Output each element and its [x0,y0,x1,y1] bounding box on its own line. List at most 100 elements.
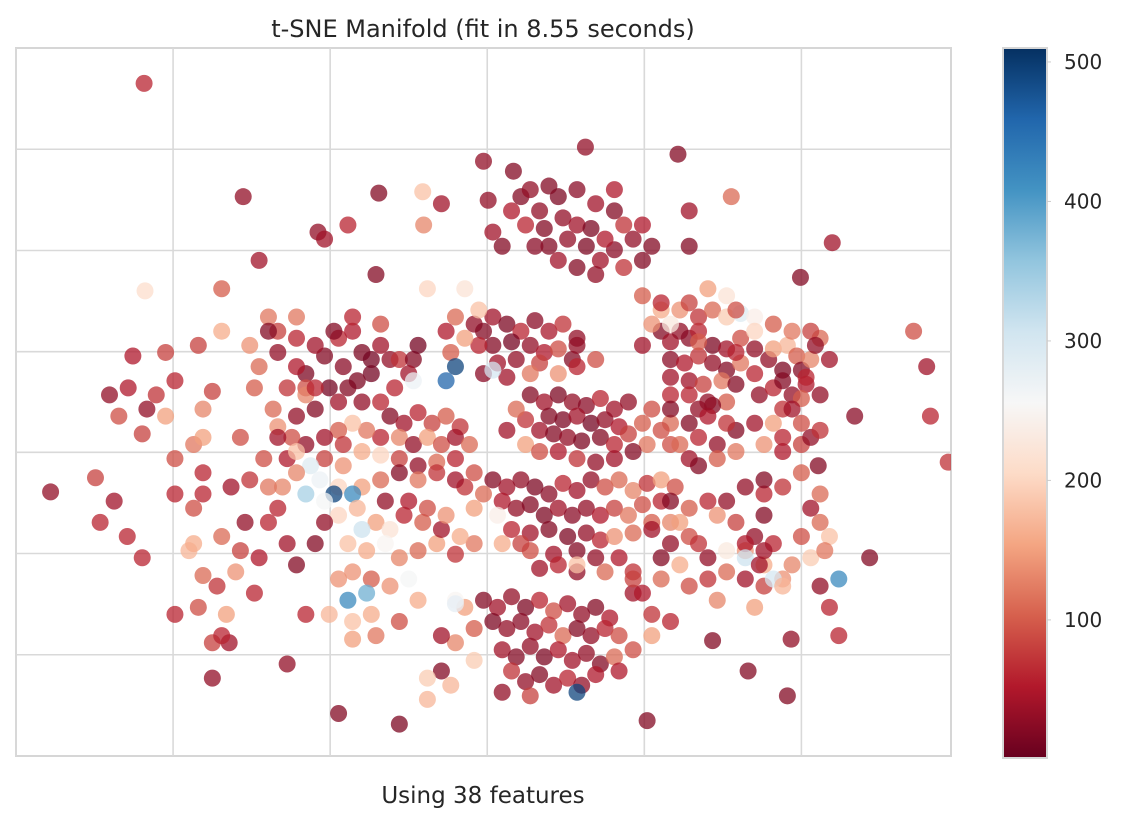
scatter-point [372,471,390,489]
scatter-point [381,520,399,538]
scatter-point [517,216,535,234]
scatter-point [521,496,539,514]
scatter-point [811,386,829,404]
scatter-point [372,428,390,446]
scatter-point [750,556,768,574]
scatter-point [680,414,698,432]
scatter-point [432,627,450,645]
scatter-point [596,230,614,248]
scatter-point [820,528,838,546]
scatter-point [568,336,586,354]
scatter-point [320,605,338,623]
scatter-point [554,411,572,429]
scatter-point [185,535,203,553]
scatter-point [390,715,408,733]
scatter-point [353,520,371,538]
scatter-point [699,407,717,425]
scatter-point [330,393,348,411]
scatter-point [690,428,708,446]
scatter-point [432,195,450,213]
scatter-point [259,322,277,340]
scatter-point [774,577,792,595]
scatter-point [680,386,698,404]
colorbar-ticks: 100 200 300 400 500 [1047,50,1102,632]
scatter-point [568,407,586,425]
scatter-point [535,648,553,666]
scatter-point [704,336,722,354]
scatter-point [504,162,522,180]
scatter-point [470,336,488,354]
scatter-point [526,623,544,641]
colorbar-tick-label: 200 [1064,468,1102,492]
scatter-point [540,177,558,195]
scatter-point [245,379,263,397]
scatter-point [531,421,549,439]
scatter-point [671,556,689,574]
scatter-point [643,605,661,623]
scatter-point [680,499,698,517]
scatter-point [418,669,436,687]
scatter-point [101,386,118,404]
scatter-point [386,379,404,397]
scatter-point [596,411,614,429]
scatter-point [690,457,708,475]
scatter-point [231,428,249,446]
scatter-point [764,340,782,358]
scatter-point [414,183,432,201]
scatter-point [330,421,348,439]
colorbar-tick-label: 100 [1064,608,1102,632]
scatter-point [194,485,212,503]
scatter-point [591,531,609,549]
scatter-point [278,379,296,397]
scatter-point [475,152,492,170]
scatter-point [446,358,464,376]
scatter-point [802,549,820,567]
scatter-point [498,368,516,386]
scatter-point [802,322,820,340]
scatter-point [316,428,334,446]
scatter-point [633,496,651,514]
scatter-point [372,336,390,354]
scatter-point [185,499,203,517]
colorbar-tick-label: 500 [1064,50,1102,74]
scatter-point [484,612,502,630]
scatter-point [288,556,305,574]
scatter-point [166,372,184,390]
scatter-point [699,393,717,411]
scatter-point [736,549,754,567]
scatter-point [643,627,661,645]
scatter-point [652,294,670,312]
scatter-point [718,542,736,560]
scatter-point [390,351,408,369]
scatter-point [283,428,301,446]
scatter-point [344,485,362,503]
scatter-point [939,453,951,471]
scatter-point [241,336,259,354]
scatter-point [596,563,614,581]
scatter-point [554,209,572,227]
scatter-point [573,605,591,623]
colorbar-tick-label: 400 [1064,189,1102,213]
scatter-point [652,471,670,489]
scatter-point [718,287,736,305]
scatter-point [503,520,521,538]
scatter-point [316,492,334,510]
scatter-point [746,308,764,326]
scatter-point [370,184,388,202]
scatter-point [568,450,586,468]
scatter-point [362,365,380,383]
scatter-point [545,425,563,443]
scatter-point [91,513,109,531]
scatter-point [503,662,521,680]
scatter-point [694,375,712,393]
scatter-point [652,570,670,588]
scatter-point [521,687,539,705]
scatter-point [690,333,708,351]
scatter-point [540,237,558,255]
scatter-point [465,620,483,638]
scatter-point [234,188,252,206]
scatter-point [503,333,521,351]
scatter-point [194,566,212,584]
scatter-point [652,549,670,567]
scatter-point [339,591,357,609]
